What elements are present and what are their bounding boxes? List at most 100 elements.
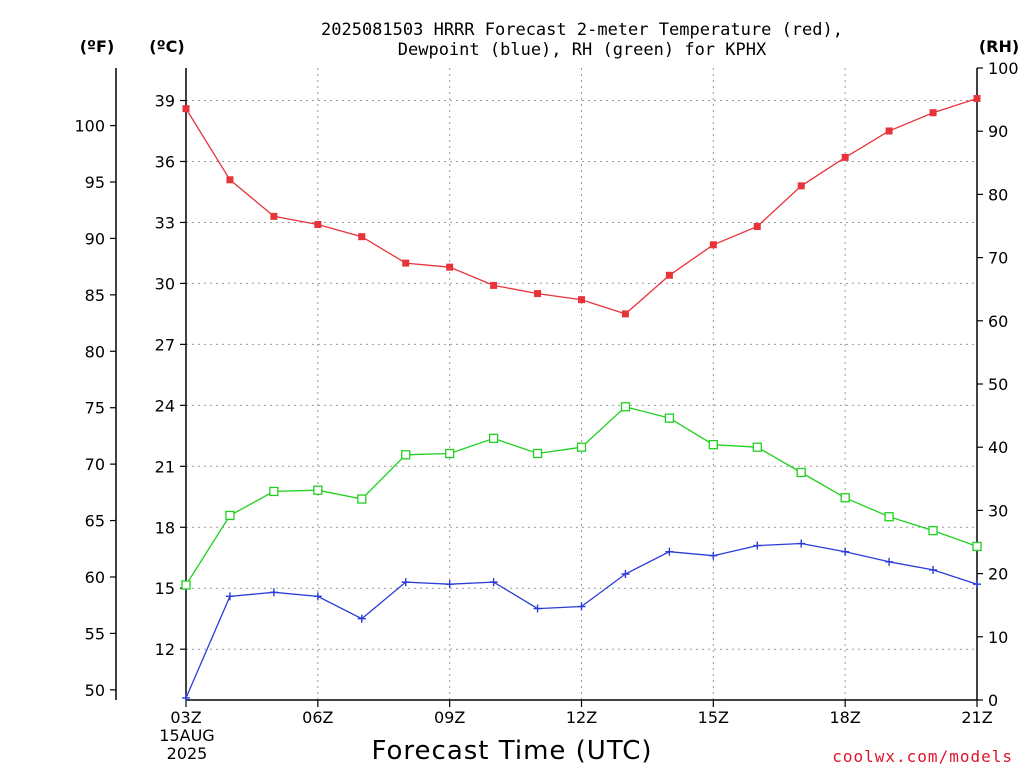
celsius-axis: 12 15 18 21 24 27 30 33 36 39 [155,92,186,659]
series-2-point [973,580,981,589]
fahrenheit-tick-label: 85 [85,286,105,305]
series-3-point [401,450,411,460]
series-2-point [621,570,630,579]
fahrenheit-tick-label: 70 [85,455,105,474]
x-tick-label: 15Z [698,708,729,727]
series-3-point [313,485,323,495]
rh-tick-label: 80 [988,185,1008,204]
series-2-point [753,541,762,550]
series-1-point [270,212,278,220]
series-3-point [357,494,367,504]
series-3-point [972,541,982,552]
fahrenheit-tick-label: 50 [85,681,105,700]
series-1-point [226,176,234,184]
series-3-point [532,448,543,459]
series-2-point [401,578,410,587]
data-series [181,94,982,702]
chart-title-line-1: 2025081503 HRRR Forecast 2-meter Tempera… [321,20,843,40]
series-1-point [314,220,322,228]
rh-tick-label: 100 [988,59,1019,78]
series-3-point [752,442,762,452]
rh-tick-label: 70 [988,249,1008,268]
series-2-point [885,557,894,566]
x-tick-label: 18Z [830,708,861,727]
celsius-tick-label: 39 [155,92,175,111]
series-1-point [182,105,190,113]
celsius-tick-label: 33 [155,213,175,232]
time-axis: 03Z 06Z 09Z 12Z 15Z 18Z 21Z [170,700,993,727]
celsius-tick-label: 36 [155,152,175,171]
rh-tick-label: 90 [988,122,1008,141]
series-2-point [269,588,278,597]
fahrenheit-axis: 50 55 60 65 70 75 80 85 90 95 100 [74,68,117,700]
x-date-label-day: 15AUG [159,726,214,745]
series-2-point [577,602,586,611]
series-2-point [445,580,454,589]
source-credit: coolwx.com/models [832,747,1013,766]
series-2-point [929,565,938,574]
rh-tick-label: 50 [988,375,1008,394]
x-axis-label: Forecast Time (UTC) [371,736,652,766]
series-1-point [534,290,542,298]
series-1-point [402,259,410,267]
chart-title-line-2: Dewpoint (blue), RH (green) for KPHX [398,40,767,60]
celsius-tick-label: 12 [155,640,175,659]
celsius-tick-label: 15 [155,579,175,598]
rh-axis: 0 10 20 30 40 50 60 70 80 90 100 [977,59,1019,710]
rh-tick-label: 0 [988,691,998,710]
celsius-tick-label: 27 [155,335,175,354]
series-1-point [753,223,761,231]
series-1-point [578,296,585,304]
series-3-point [796,467,806,478]
fahrenheit-tick-label: 90 [85,229,105,248]
series-1-point [446,263,454,271]
rh-tick-label: 10 [988,628,1008,647]
series-1-point [621,310,629,318]
series-1-point [885,127,893,135]
series-2-point [182,693,190,702]
x-date-label-year: 2025 [167,744,208,763]
series-2-point [489,578,498,587]
fahrenheit-tick-label: 65 [85,512,105,531]
series-3-point [488,433,499,444]
fahrenheit-tick-label: 80 [85,342,105,361]
series-2-point [709,551,718,560]
series-3-point [269,486,279,497]
series-1-point [490,281,498,289]
series-1-point [929,109,937,117]
series-3-point [620,402,631,412]
series-1-point [973,94,981,102]
celsius-unit-label: (ºC) [149,37,184,56]
celsius-tick-label: 24 [155,396,175,415]
x-tick-label: 06Z [302,708,333,727]
series-2-point [797,539,806,548]
rh-unit-label: (RH) [979,37,1019,56]
rh-tick-label: 20 [988,565,1008,584]
x-tick-label: 09Z [434,708,465,727]
series-1-point [709,241,717,249]
series-3-point [225,510,235,521]
series-1-point [841,153,849,161]
celsius-tick-label: 21 [155,457,175,476]
rh-tick-label: 30 [988,501,1008,520]
series-3-point [181,580,191,590]
series-3-point [884,512,894,522]
series-1-point [797,182,805,190]
series-2-point [313,592,322,601]
fahrenheit-tick-label: 75 [85,399,105,418]
rh-tick-label: 60 [988,312,1008,331]
fahrenheit-unit-label: (ºF) [80,37,115,56]
series-1-point [358,233,366,241]
fahrenheit-tick-label: 100 [74,117,105,136]
series-2-point [533,604,542,613]
fahrenheit-tick-label: 95 [85,173,105,192]
series-3-point [664,413,675,423]
fahrenheit-tick-label: 60 [85,568,105,587]
series-3-point [445,448,455,459]
x-tick-label: 03Z [170,708,201,727]
series-2-point [357,614,366,623]
series-1-point [665,271,673,279]
fahrenheit-tick-label: 55 [85,624,105,643]
series-2-point [841,547,850,556]
